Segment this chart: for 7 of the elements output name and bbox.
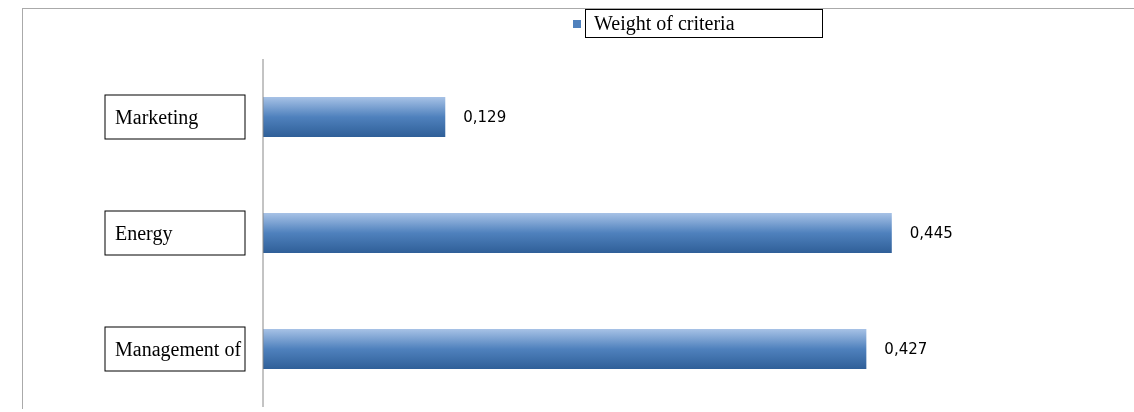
- y-tick-label: Management of: [115, 338, 242, 361]
- data-label: 0,445: [909, 224, 953, 243]
- y-tick-label: Marketing: [115, 106, 199, 129]
- data-label: 0,129: [463, 108, 507, 127]
- y-tick-label: Energy: [115, 222, 173, 245]
- legend-label: Weight of criteria: [585, 9, 823, 38]
- data-label: 0,427: [884, 340, 928, 359]
